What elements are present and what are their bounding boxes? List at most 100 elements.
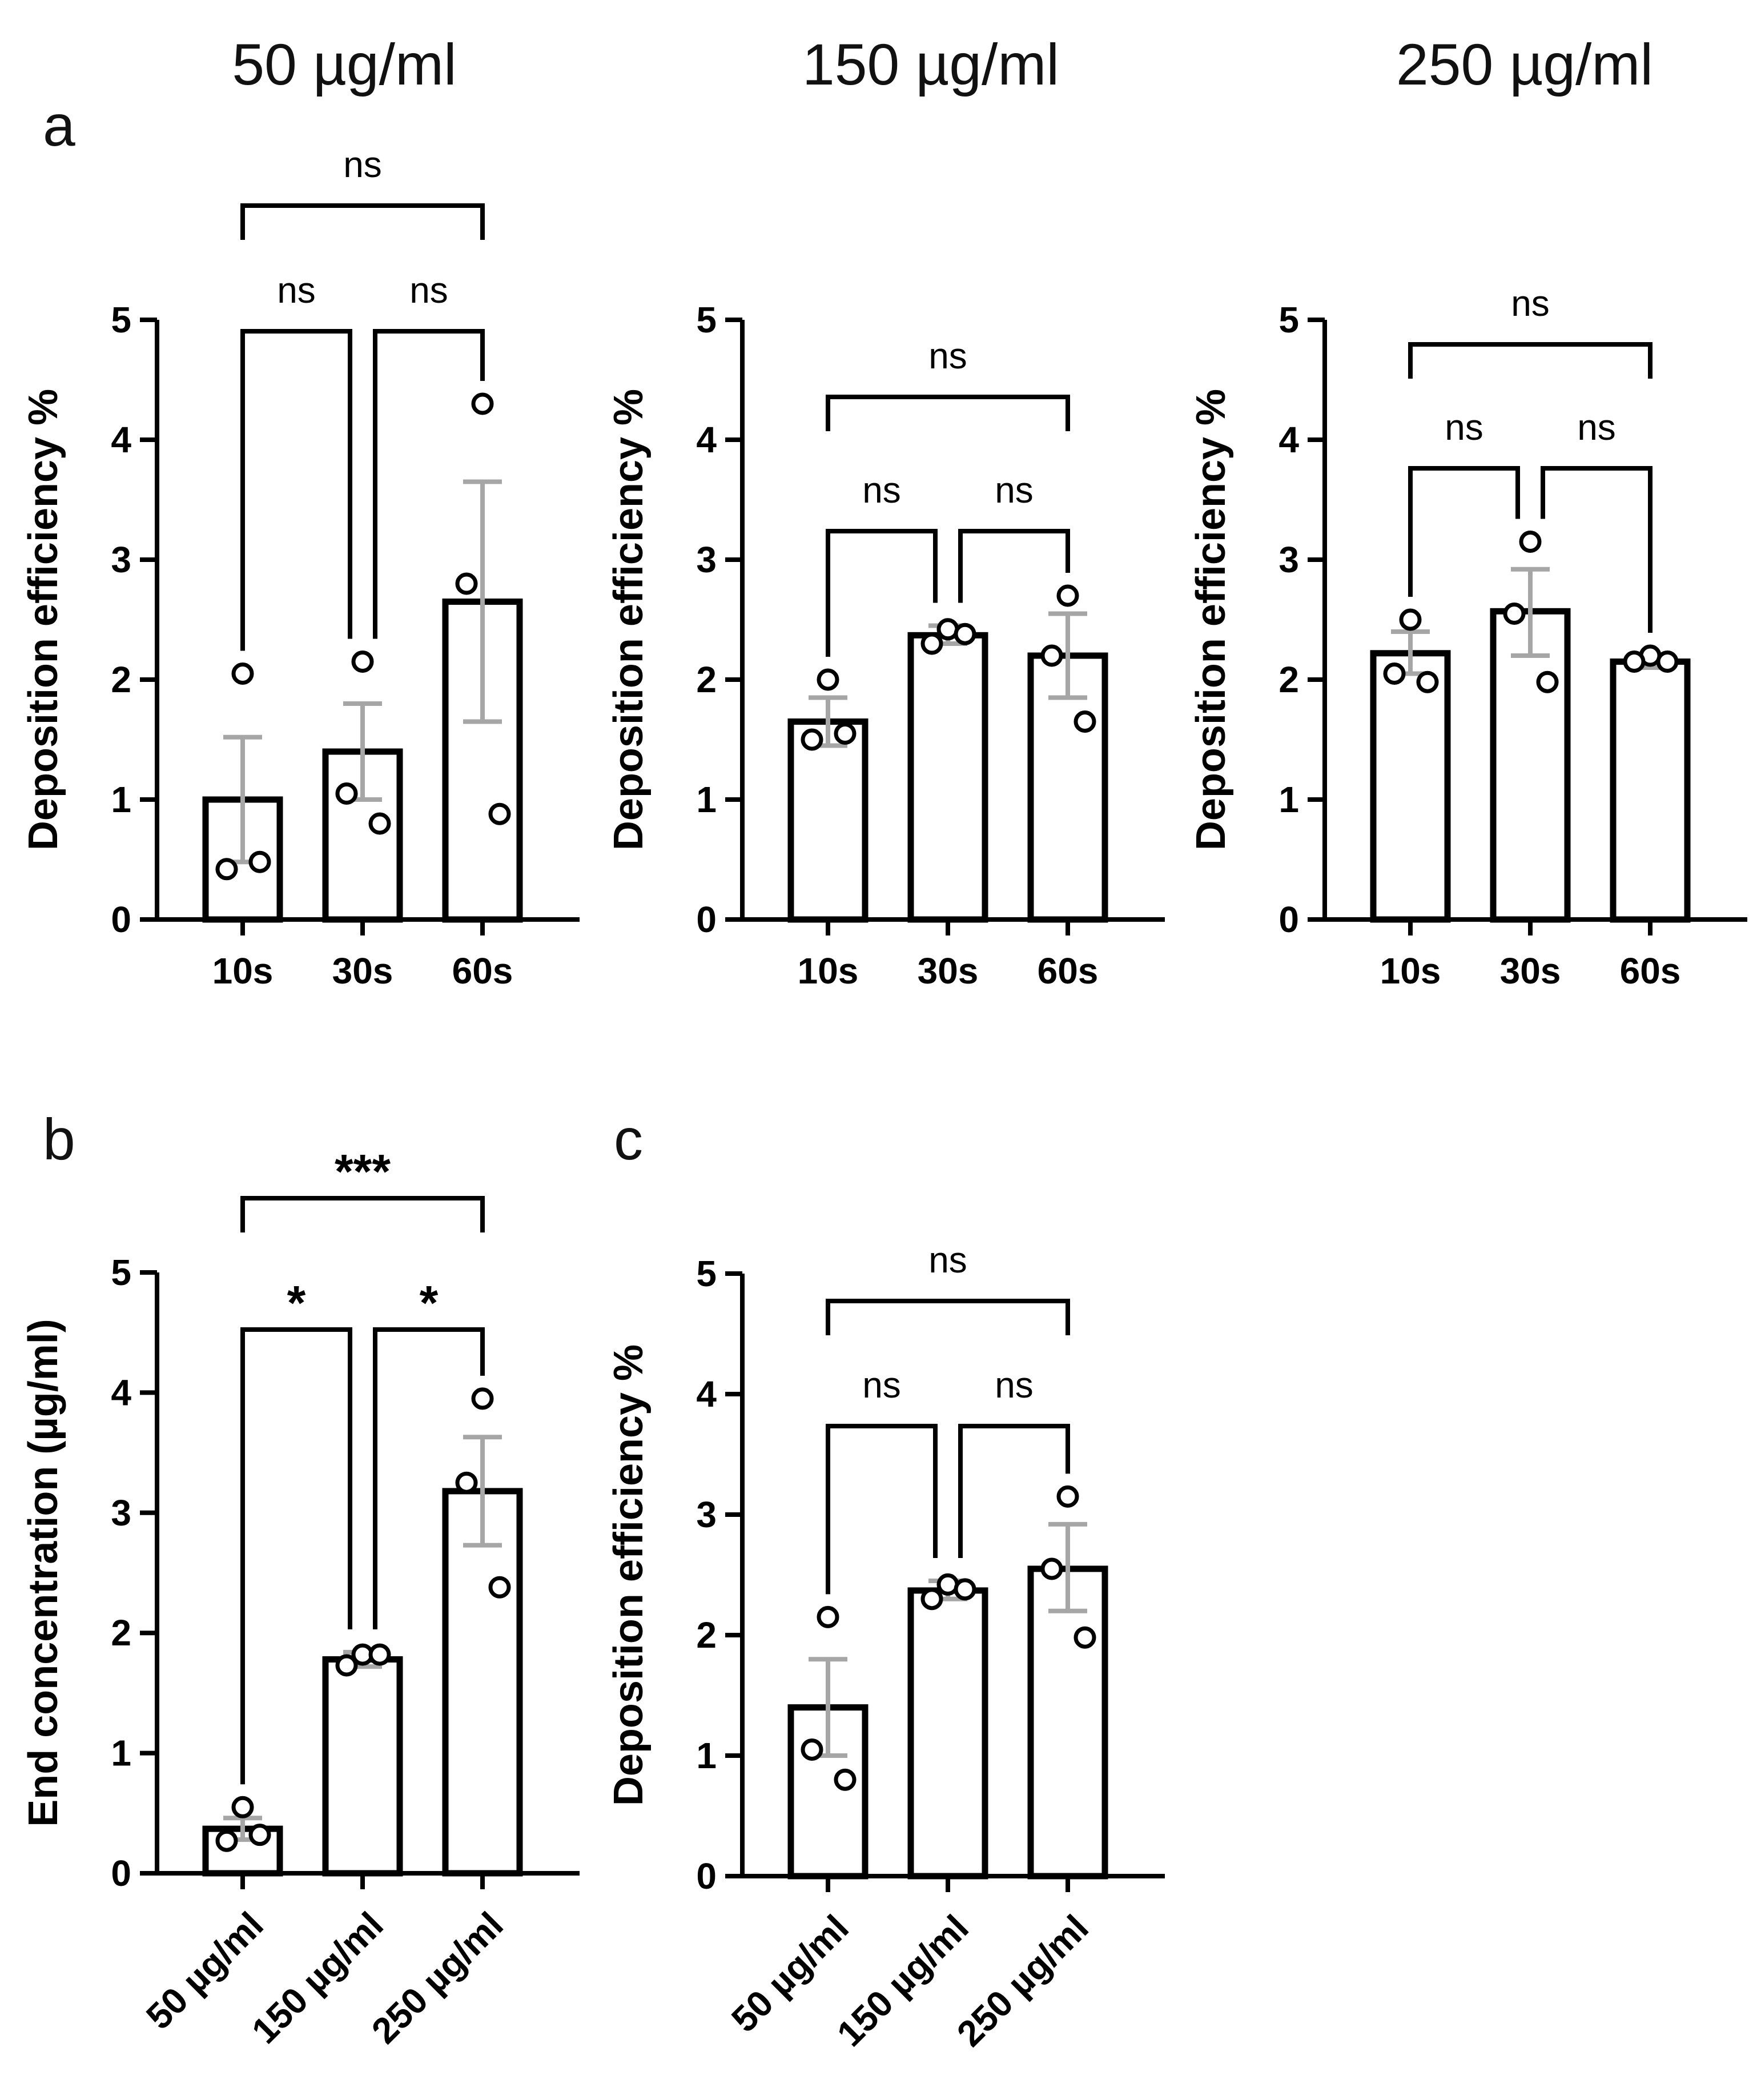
bar-250-g-ml [442,1488,523,1877]
y-tick-label: 3 [1278,539,1299,580]
x-tick-label: 60s [452,950,513,991]
x-tick-label: 10s [212,950,274,991]
data-point [471,1387,494,1410]
panel-letter-b: b [43,1107,75,1172]
data-point [920,1588,943,1611]
y-tick-label: 5 [696,299,717,340]
y-tick-label: 2 [696,1615,717,1656]
data-point [834,722,857,745]
panel-letter-a: a [43,93,75,158]
significance-label: ns [995,469,1034,511]
data-point [1416,670,1439,693]
data-point [248,850,271,873]
y-tick-label: 1 [696,779,717,820]
data-point [920,632,943,655]
y-tick-label: 4 [1278,419,1299,460]
data-point [801,1738,823,1761]
data-point [1399,608,1422,631]
data-point [954,623,976,645]
data-point [215,1829,238,1852]
y-tick-label: 5 [1278,299,1299,340]
significance-bracket [240,203,485,240]
data-point [248,1824,271,1846]
y-tick-label: 3 [111,539,131,580]
significance-bracket [826,1424,938,1595]
y-tick-label: 3 [111,1492,131,1533]
data-point [351,651,374,673]
y-tick-label: 2 [111,1612,131,1653]
data-point [1040,644,1063,667]
data-point [1383,662,1406,685]
data-point [1074,1626,1096,1649]
y-tick-label: 1 [696,1735,717,1776]
data-point [368,1643,391,1666]
data-point [1040,1557,1063,1580]
data-point [801,728,823,751]
significance-label: ns [1577,407,1616,448]
x-tick-label: 150 µg/ml [244,1904,391,2051]
significance-bracket [240,1196,485,1232]
y-axis-label: Deposition efficiency % [606,1344,652,1806]
significance-label: ns [1511,283,1550,324]
data-point [488,1576,511,1599]
data-point [231,1796,254,1818]
significance-bracket [373,329,485,639]
y-axis-label: Deposition efficiency % [1188,389,1234,850]
y-tick-label: 0 [696,899,717,940]
significance-label: ns [995,1364,1034,1406]
x-tick-label: 250 µg/ml [364,1904,511,2051]
y-tick-label: 4 [111,1372,131,1413]
bar-10s [1370,650,1451,923]
significance-bracket [1541,466,1653,633]
x-tick-label: 30s [332,950,393,991]
y-tick-label: 3 [696,1494,717,1535]
y-tick-label: 2 [696,659,717,700]
data-point [1536,670,1559,693]
column-title-150: 150 µg/ml [802,32,1059,97]
data-point [455,1471,478,1494]
y-axis-label: Deposition efficiency % [21,389,66,850]
bar-60s [1027,652,1108,923]
y-tick-label: 4 [696,1374,717,1415]
data-point [335,1654,358,1677]
significance-label: *** [335,1145,391,1198]
significance-bracket [240,1327,352,1785]
x-tick-label: 60s [1620,950,1681,991]
y-tick-label: 0 [1278,899,1299,940]
y-tick-label: 5 [111,1252,131,1293]
x-tick-label: 60s [1038,950,1099,991]
bar-10s [787,718,869,923]
data-point [1503,603,1526,625]
y-tick-label: 0 [111,899,131,940]
data-point [1056,1485,1079,1508]
significance-bracket [1408,466,1520,597]
x-tick-label: 150 µg/ml [829,1907,976,2054]
data-point [215,858,238,881]
y-tick-label: 4 [696,419,717,460]
data-point [1623,651,1646,673]
column-title-50: 50 µg/ml [232,32,456,97]
y-tick-label: 0 [696,1856,717,1897]
x-tick-label: 10s [798,950,859,991]
significance-bracket [826,395,1070,431]
data-point [1656,651,1679,673]
y-tick-label: 1 [111,779,131,820]
chart-a-250: 0 1 2 3 4 5 Deposition efficiency % 10s 30s 60s ns… [1188,283,1747,991]
x-tick-label: 10s [1380,950,1441,991]
data-point [231,662,254,685]
bar-60s [1610,658,1691,923]
significance-bracket [958,1424,1070,1559]
significance-label: ns [862,1364,901,1406]
data-point [834,1768,857,1791]
data-point [368,812,391,835]
y-tick-label: 5 [696,1253,717,1294]
bar-250-g-ml [1027,1565,1108,1880]
significance-bracket [240,329,352,651]
bar-150-g-ml [907,1587,988,1880]
x-tick-label: 250 µg/ml [949,1907,1096,2054]
y-tick-label: 2 [111,659,131,700]
significance-bracket [1408,342,1653,379]
data-point [1056,584,1079,607]
